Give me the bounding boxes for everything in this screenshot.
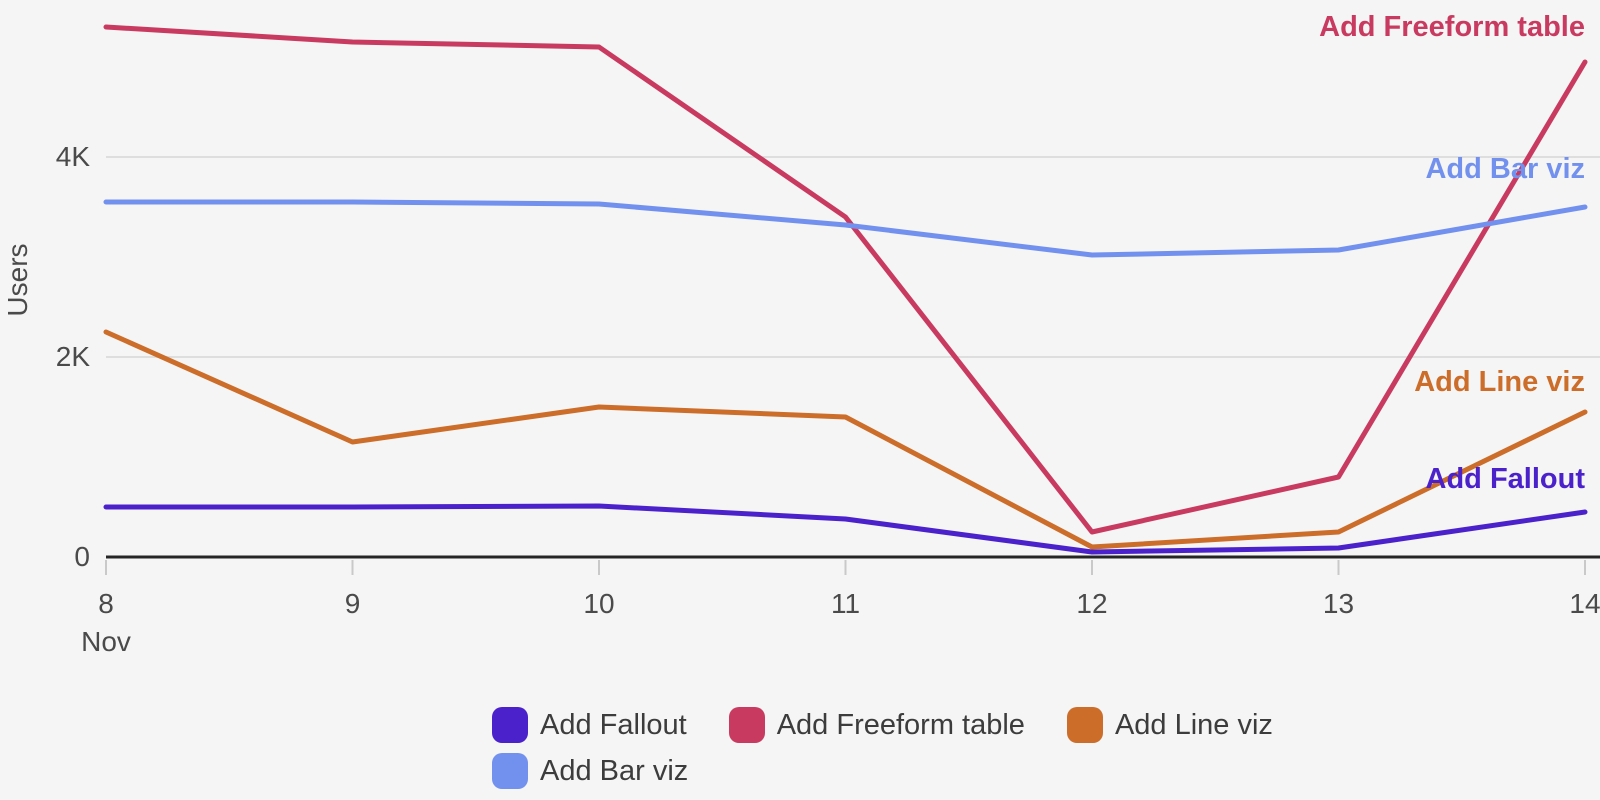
chart-plot-area bbox=[103, 24, 1600, 575]
series-line-add-bar-viz[interactable] bbox=[103, 199, 1588, 258]
x-tick-label-13: 13 bbox=[1322, 588, 1355, 619]
legend: Add Fallout Add Freeform table Add Line vi… bbox=[492, 707, 1352, 789]
y-tick-label-2K: 2K bbox=[55, 341, 90, 372]
legend-swatch-icon bbox=[492, 753, 528, 789]
series-end-label-add-freeform-table: Add Freeform table bbox=[1319, 11, 1585, 43]
x-tick-label-14: 14 bbox=[1569, 588, 1600, 619]
legend-swatch-icon bbox=[728, 707, 765, 743]
x-tick-label-11: 11 bbox=[830, 588, 861, 619]
x-tick-label-9: 9 bbox=[344, 588, 361, 619]
y-tick-label-0: 0 bbox=[74, 541, 90, 572]
series-line-add-line-viz[interactable] bbox=[103, 329, 1588, 550]
legend-label: Add Freeform table bbox=[776, 709, 1025, 741]
legend-swatch-icon bbox=[492, 707, 528, 743]
series-line-add-fallout[interactable] bbox=[103, 503, 1588, 555]
series-line-add-freeform-table[interactable] bbox=[103, 24, 1588, 535]
series-end-label-add-fallout: Add Fallout bbox=[1425, 463, 1585, 495]
legend-item-add-bar-viz[interactable]: Add Bar viz bbox=[492, 753, 688, 789]
legend-item-add-fallout[interactable]: Add Fallout bbox=[492, 707, 687, 743]
series-end-label-add-line-viz: Add Line viz bbox=[1414, 366, 1585, 398]
y-axis-title: Users bbox=[2, 243, 33, 317]
x-axis-month-label: Nov bbox=[81, 626, 131, 657]
x-tick-label-8: 8 bbox=[98, 588, 114, 619]
legend-label: Add Bar viz bbox=[540, 755, 689, 787]
legend-item-add-freeform-table[interactable]: Add Freeform table bbox=[728, 707, 1025, 743]
series-end-label-add-bar-viz: Add Bar viz bbox=[1425, 153, 1585, 185]
x-tick-label-12: 12 bbox=[1076, 588, 1108, 619]
y-tick-label-4K: 4K bbox=[55, 141, 90, 172]
x-tick-label-10: 10 bbox=[583, 588, 615, 619]
legend-label: Add Line viz bbox=[1114, 709, 1273, 741]
legend-label: Add Fallout bbox=[540, 709, 687, 741]
legend-item-add-line-viz[interactable]: Add Line viz bbox=[1066, 707, 1273, 743]
legend-swatch-icon bbox=[1066, 707, 1103, 743]
